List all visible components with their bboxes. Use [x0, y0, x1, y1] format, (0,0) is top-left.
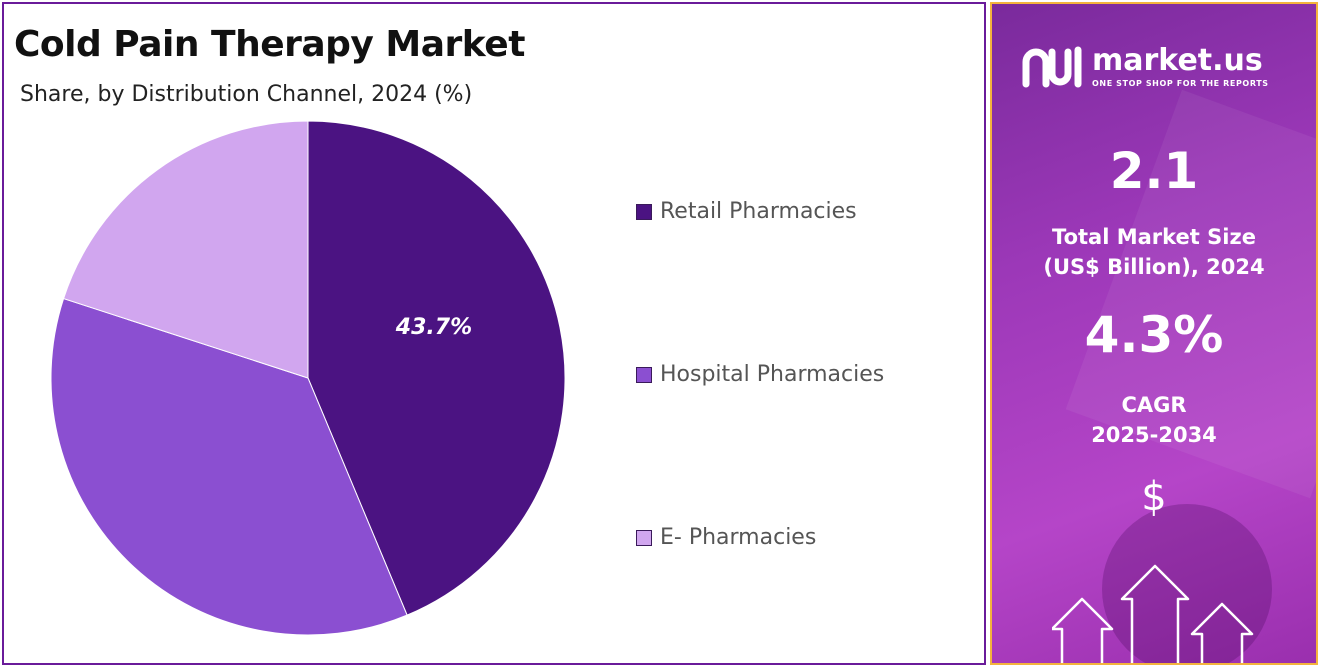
dollar-icon: $	[1141, 474, 1167, 520]
pie-chart: 43.7%	[50, 120, 566, 636]
cagr-label-line2: 2025-2034	[1091, 423, 1217, 447]
chart-title: Cold Pain Therapy Market	[14, 24, 525, 65]
chart-panel: Cold Pain Therapy Market Share, by Distr…	[2, 2, 986, 665]
pie-slices	[50, 120, 566, 636]
market-size-value: 2.1	[1109, 142, 1199, 200]
legend-swatch-hospital	[636, 366, 652, 383]
legend-label-hospital: Hospital Pharmacies	[660, 362, 885, 387]
cagr-value: 4.3%	[1084, 306, 1224, 364]
legend-swatch-retail	[636, 203, 652, 220]
legend-swatch-epharmacies	[636, 529, 652, 546]
legend-label-retail: Retail Pharmacies	[660, 199, 857, 224]
info-panel: market.us ONE STOP SHOP FOR THE REPORTS …	[990, 2, 1318, 665]
market-size-label-line1: Total Market Size	[1052, 225, 1256, 249]
pie-slice-1	[50, 297, 408, 636]
pie-data-label-0: 43.7%	[395, 315, 472, 340]
chart-subtitle: Share, by Distribution Channel, 2024 (%)	[20, 82, 473, 107]
legend-item-epharmacies: E- Pharmacies	[636, 525, 816, 550]
legend-item-hospital: Hospital Pharmacies	[636, 362, 884, 387]
background-decoration-circle	[1102, 504, 1272, 663]
growth-arrows-icon	[1052, 564, 1254, 663]
pie-labels: 43.7%	[395, 315, 472, 340]
market-size-label-line2: (US$ Billion), 2024	[1043, 255, 1265, 279]
legend-item-retail: Retail Pharmacies	[636, 199, 857, 224]
pie-slice-0	[307, 120, 566, 616]
brand-name: market.us	[1092, 43, 1263, 78]
pie-slice-2	[62, 120, 309, 379]
brand-tagline: ONE STOP SHOP FOR THE REPORTS	[1092, 79, 1269, 88]
brand-logo: market.us ONE STOP SHOP FOR THE REPORTS	[1022, 44, 1269, 90]
market-us-logo-icon	[1022, 46, 1082, 88]
cagr-label-line1: CAGR	[1121, 393, 1187, 417]
legend-label-epharmacies: E- Pharmacies	[660, 525, 817, 550]
